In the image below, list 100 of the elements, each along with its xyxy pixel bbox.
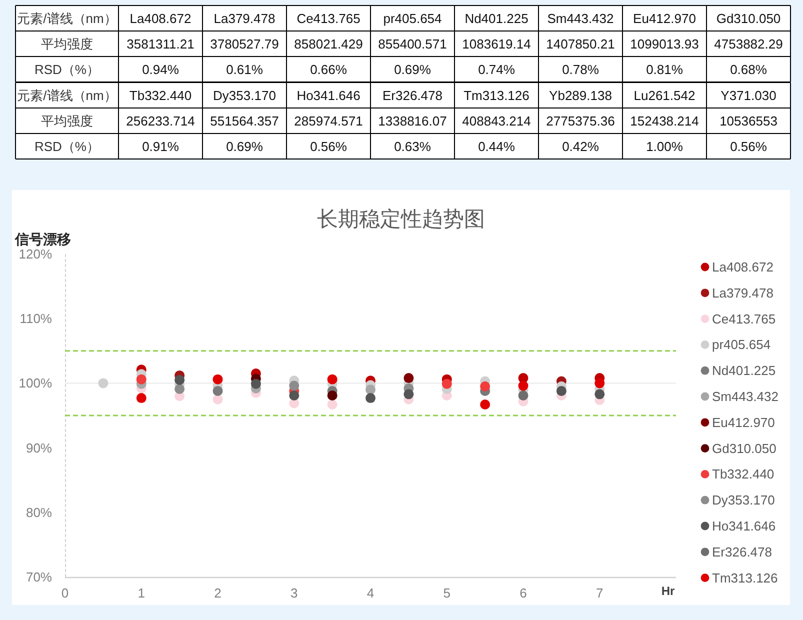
legend-label: Nd401.225 xyxy=(712,363,776,378)
point xyxy=(366,393,376,404)
category-label: Dy353.170 xyxy=(213,87,276,102)
legend-label: Eu412.970 xyxy=(712,414,775,430)
point xyxy=(404,389,414,400)
x-tick-label: 6 xyxy=(520,586,527,600)
text: 256233.714 xyxy=(126,112,195,128)
text: 0.66% xyxy=(310,62,347,77)
text: 858021.429 xyxy=(294,36,363,52)
legend-label: Er326.478 xyxy=(712,544,772,560)
legend-label: Dy353.170 xyxy=(712,492,775,508)
point xyxy=(366,384,376,395)
category-label: Er326.478 xyxy=(382,87,442,102)
legend-label: Tm313.126 xyxy=(712,570,778,586)
point xyxy=(327,400,338,410)
text: 0.74% xyxy=(478,62,515,77)
point xyxy=(480,400,490,410)
point xyxy=(289,380,300,391)
legend-label: La379.478 xyxy=(712,285,774,300)
y-tick-label: 110% xyxy=(20,311,52,326)
point xyxy=(212,394,223,404)
text: 1407850.21 xyxy=(546,36,615,52)
point xyxy=(212,386,223,396)
text: 3581311.21 xyxy=(126,36,194,52)
category-label: 平均强度 xyxy=(41,112,93,128)
text: 0.42% xyxy=(562,138,599,154)
text: 3780527.79 xyxy=(210,36,279,52)
point xyxy=(174,374,185,385)
category-label: Eu412.970 xyxy=(633,10,696,26)
point xyxy=(594,389,605,400)
category-label: Lu261.542 xyxy=(634,87,696,102)
text: 855400.571 xyxy=(378,36,447,52)
legend-label: Tb332.440 xyxy=(712,466,774,482)
text: 0.44% xyxy=(478,138,515,154)
y-tick-label: 80% xyxy=(26,504,52,520)
category-label: Yb289.138 xyxy=(549,87,612,102)
text: 0.81% xyxy=(646,62,683,77)
legend-label: Sm443.432 xyxy=(712,389,778,404)
legend-label: pr405.654 xyxy=(712,337,771,352)
point xyxy=(327,390,338,400)
x-tick-label: 3 xyxy=(290,586,298,600)
text: 1.00% xyxy=(646,138,683,154)
point xyxy=(136,393,146,404)
text: 0.56% xyxy=(310,138,347,154)
text: 0.69% xyxy=(394,62,431,77)
category-label: Ho341.646 xyxy=(296,87,360,102)
legend-label: Gd310.050 xyxy=(712,440,776,456)
text: 0.94% xyxy=(142,62,179,77)
point xyxy=(136,374,146,384)
text: 0.56% xyxy=(730,138,767,154)
chart-title: 长期稳定性趋势图 xyxy=(317,208,485,231)
y-axis-title: 信号漂移 xyxy=(14,231,71,247)
text: 1083619.14 xyxy=(462,36,531,52)
text: 元素/谱线（nm） xyxy=(17,10,117,26)
category-label: 平均强度 xyxy=(41,36,93,52)
point xyxy=(594,378,605,388)
category-label: Gd310.050 xyxy=(716,10,781,26)
y-tick-label: 90% xyxy=(26,440,52,456)
text: 0.68% xyxy=(730,62,767,77)
text: 0.69% xyxy=(226,138,263,154)
category-label: Y371.030 xyxy=(720,87,776,102)
point xyxy=(212,374,223,384)
text: 元素/谱线（nm） xyxy=(17,87,117,102)
category-label: RSD（%） xyxy=(34,62,100,77)
category-label: Sm443.432 xyxy=(547,10,614,26)
text: 1099013.93 xyxy=(630,36,699,52)
text: 10536553 xyxy=(720,112,778,128)
text: 0.78% xyxy=(562,62,599,77)
category-label: pr405.654 xyxy=(383,10,442,26)
text: 551564.357 xyxy=(210,112,279,128)
point xyxy=(518,380,528,391)
text: 0.91% xyxy=(142,138,179,154)
point xyxy=(404,373,414,384)
point xyxy=(327,374,338,384)
text: 0.63% xyxy=(394,138,431,154)
category-label: La379.478 xyxy=(214,10,276,26)
point xyxy=(289,390,300,400)
legend-label: Ce413.765 xyxy=(712,311,776,326)
x-tick-label: 0 xyxy=(61,586,69,600)
point xyxy=(98,378,108,388)
text: 408843.214 xyxy=(462,112,531,128)
point xyxy=(480,381,490,392)
x-tick-label: 4 xyxy=(366,586,374,600)
x-tick-label: 2 xyxy=(214,586,222,600)
text: 152438.214 xyxy=(630,112,699,128)
text: 2775375.36 xyxy=(546,112,615,128)
category-label: RSD（%） xyxy=(34,138,100,154)
x-axis-title: Hr xyxy=(661,584,675,598)
category-label: Ce413.765 xyxy=(296,10,360,26)
category-label: Tm313.126 xyxy=(464,87,530,102)
point xyxy=(556,386,566,396)
category-label: Tb332.440 xyxy=(129,87,192,102)
text: 1338816.07 xyxy=(378,112,447,128)
x-tick-label: 5 xyxy=(443,586,450,600)
legend-label: La408.672 xyxy=(712,260,774,274)
x-tick-label: 7 xyxy=(596,586,604,600)
point xyxy=(442,378,452,389)
y-tick-label: 120% xyxy=(18,246,52,262)
text: 4753882.29 xyxy=(714,36,783,52)
text: 285974.571 xyxy=(294,112,363,128)
